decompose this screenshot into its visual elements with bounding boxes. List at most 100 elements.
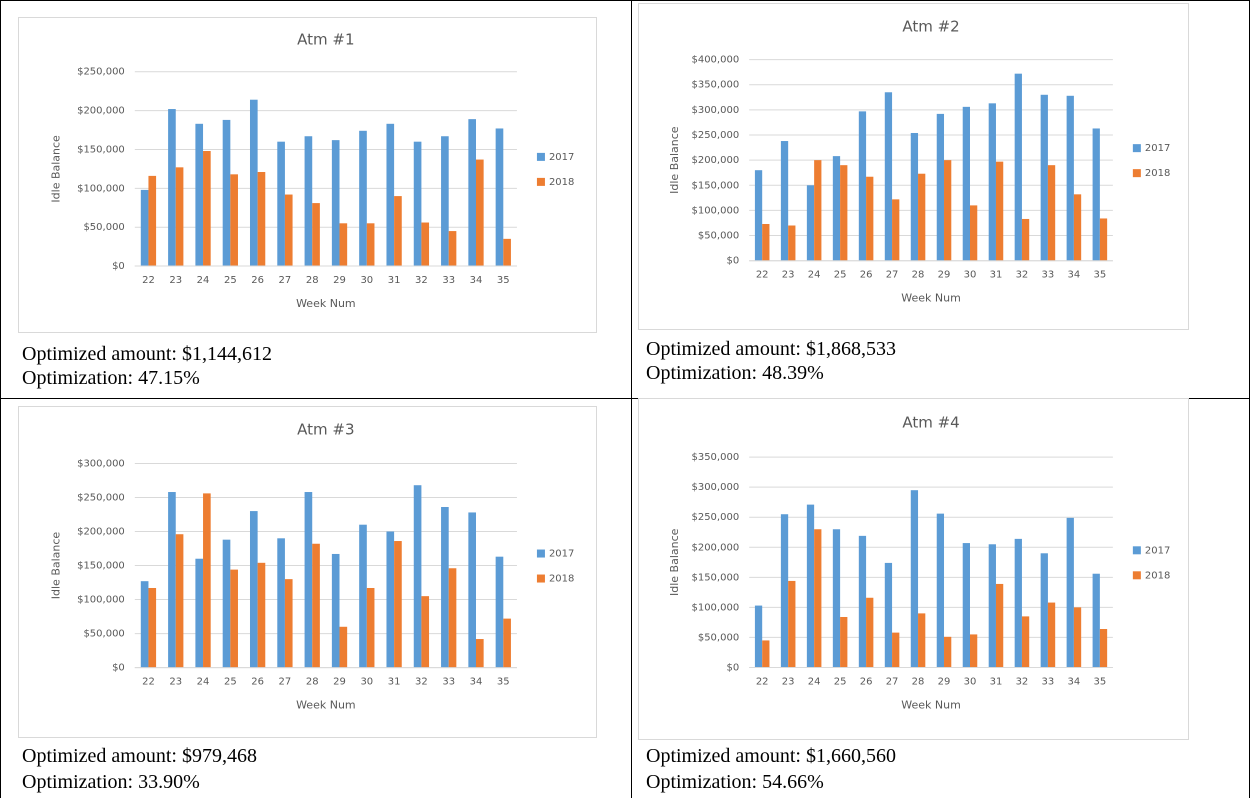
- x-tick-label: 35: [497, 677, 510, 688]
- bar: [788, 580, 796, 668]
- bar: [962, 106, 970, 261]
- x-tick-label: 25: [224, 677, 237, 688]
- legend-label: 2018: [1145, 168, 1170, 179]
- bar: [944, 636, 952, 668]
- x-tick-label: 34: [1068, 676, 1081, 687]
- table-border: [0, 0, 1, 798]
- x-tick-label: 22: [142, 275, 155, 286]
- bar: [413, 485, 422, 668]
- bar: [884, 92, 893, 261]
- y-tick-label: $400,000: [691, 55, 739, 66]
- x-tick-label: 33: [442, 677, 455, 688]
- y-tick-label: $50,000: [698, 632, 739, 643]
- bar: [944, 160, 952, 261]
- x-tick-label: 24: [197, 275, 210, 286]
- bar: [203, 151, 211, 267]
- bar: [421, 222, 430, 267]
- legend-swatch: [1132, 546, 1141, 555]
- bar: [222, 539, 231, 668]
- bar: [203, 493, 211, 668]
- x-tick-label: 23: [169, 677, 182, 688]
- x-axis-title: Week Num: [901, 698, 961, 711]
- x-tick-label: 22: [756, 270, 769, 281]
- chart: Atm #4 $0 $50,000 $100,000 $150,000 $200,000 $…: [638, 398, 1189, 740]
- x-tick-label: 33: [1042, 676, 1055, 687]
- bar: [1040, 553, 1048, 668]
- x-tick-label: 23: [169, 275, 182, 286]
- x-tick-label: 23: [782, 676, 795, 687]
- bar: [468, 512, 476, 668]
- chart: Atm #1 $0 $50,000 $100,000 $150,000 $200,000 $…: [18, 17, 597, 333]
- bar: [366, 223, 375, 267]
- x-tick-label: 26: [860, 270, 873, 281]
- bar: [168, 492, 176, 668]
- bar: [1066, 95, 1074, 261]
- x-tick-label: 24: [808, 676, 821, 687]
- bar: [995, 161, 1004, 261]
- x-tick-label: 24: [808, 270, 821, 281]
- caption: Optimized amount: $1,660,560: [646, 745, 896, 767]
- bar: [1099, 629, 1108, 668]
- chart-title: Atm #1: [297, 31, 354, 49]
- bar: [995, 583, 1004, 668]
- y-tick-label: $250,000: [77, 67, 125, 78]
- legend-label: 2017: [1145, 545, 1170, 556]
- bar: [359, 130, 367, 267]
- x-axis-title: Week Num: [901, 292, 961, 305]
- bar: [284, 194, 293, 267]
- x-tick-label: 33: [442, 275, 455, 286]
- bar: [1014, 538, 1022, 668]
- bar: [754, 605, 763, 668]
- bar: [441, 506, 449, 668]
- bar: [331, 553, 340, 668]
- x-tick-label: 27: [886, 270, 899, 281]
- y-tick-label: $50,000: [698, 231, 739, 242]
- x-tick-label: 33: [1042, 270, 1055, 281]
- bar: [359, 524, 367, 668]
- bar: [312, 543, 320, 668]
- caption: Optimized amount: $979,468: [22, 745, 257, 767]
- bar: [257, 171, 266, 267]
- table-border: [0, 0, 1250, 1]
- y-tick-label: $200,000: [691, 542, 739, 553]
- bar: [762, 640, 770, 668]
- bar: [1047, 165, 1056, 261]
- x-tick-label: 31: [990, 270, 1003, 281]
- y-tick-label: $100,000: [691, 602, 739, 613]
- x-tick-label: 22: [142, 677, 155, 688]
- x-tick-label: 29: [938, 270, 951, 281]
- y-tick-label: $300,000: [77, 458, 125, 469]
- bar: [148, 175, 157, 267]
- x-tick-label: 28: [912, 676, 925, 687]
- x-tick-label: 34: [470, 677, 483, 688]
- x-tick-label: 32: [1016, 270, 1029, 281]
- bar: [788, 225, 796, 261]
- bar: [1099, 218, 1108, 261]
- x-tick-label: 32: [415, 275, 428, 286]
- x-tick-label: 31: [990, 676, 1003, 687]
- y-tick-label: $300,000: [691, 482, 739, 493]
- x-tick-label: 34: [1068, 270, 1081, 281]
- chart-title: Atm #3: [297, 421, 354, 439]
- bar: [195, 123, 204, 267]
- bar: [304, 136, 313, 267]
- legend-swatch: [536, 574, 545, 583]
- y-axis-title: Idle Balance: [668, 528, 681, 596]
- caption: Optimized amount: $1,868,533: [646, 338, 896, 360]
- x-tick-label: 24: [197, 677, 210, 688]
- x-tick-label: 29: [333, 275, 346, 286]
- y-tick-label: $350,000: [691, 452, 739, 463]
- bar: [936, 513, 945, 668]
- x-tick-label: 29: [938, 676, 951, 687]
- y-tick-label: $350,000: [691, 80, 739, 91]
- bar: [1092, 573, 1100, 668]
- bar: [1040, 94, 1048, 261]
- caption: Optimization: 33.90%: [22, 771, 200, 793]
- chart-title: Atm #2: [902, 17, 959, 35]
- bar: [858, 111, 867, 261]
- bar: [366, 587, 375, 668]
- legend-label: 2017: [549, 549, 574, 560]
- bar: [304, 492, 313, 668]
- y-axis-title: Idle Balance: [668, 126, 681, 194]
- table-border: [0, 398, 1250, 399]
